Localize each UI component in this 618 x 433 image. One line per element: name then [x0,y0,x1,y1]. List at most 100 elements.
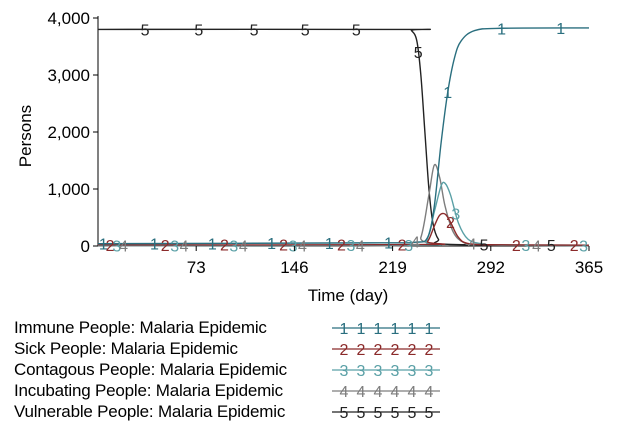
series-marker-3: 3 [521,238,530,255]
legend-label: Vulnerable People: Malaria Epidemic [14,402,286,421]
legend-sample-marker: 2 [357,342,366,359]
series-marker-2: 2 [512,238,521,255]
series-marker-4: 4 [239,239,248,256]
series-marker-1: 1 [99,237,108,254]
y-axis-label: Persons [16,105,35,167]
series-marker-5: 5 [352,22,361,39]
legend-sample-marker: 4 [425,384,434,401]
series-marker-2: 2 [398,238,407,255]
x-tick-label: 219 [378,258,406,277]
legend-label: Incubating People: Malaria Epidemic [14,381,283,400]
series-lines [97,27,590,247]
series-marker-4: 4 [356,238,365,255]
legend-sample-marker: 3 [340,363,349,380]
series-marker-1: 1 [443,85,452,102]
series-marker-2: 2 [220,238,229,255]
legend-sample-marker: 3 [374,363,383,380]
series-marker-5: 5 [141,22,150,39]
series-line-2 [97,212,590,246]
series-marker-3: 3 [579,238,588,255]
legend-sample-marker: 1 [425,321,434,338]
line-chart: 1 1 1 1 1 111 12 2 2 2 2 222 23 3 3 3 3 333 34 4 4 4 4 4 4 45 5 5 5 5… [16,9,603,305]
series-marker-1: 1 [556,21,565,38]
series-marker-5: 5 [480,238,489,255]
series-marker-5: 5 [414,45,423,62]
legend-sample-marker: 3 [408,363,417,380]
series-marker-2: 2 [570,238,579,255]
series-marker-5: 5 [250,22,259,39]
legend-sample-marker: 3 [391,363,400,380]
series-line-4 [97,163,590,247]
series-marker-2: 2 [446,215,455,232]
series-marker-2: 2 [161,238,170,255]
legend-sample-marker: 3 [357,363,366,380]
series-marker-1: 1 [150,237,159,254]
x-tick-label: 146 [280,258,308,277]
series-marker-1: 1 [325,236,334,253]
legend-sample-marker: 1 [357,321,366,338]
legend-sample-marker: 5 [391,405,400,422]
legend-sample-marker: 5 [425,405,434,422]
legend-sample-marker: 2 [408,342,417,359]
x-tick-label: 292 [477,258,505,277]
legend-label: Immune People: Malaria Epidemic [14,318,267,337]
series-marker-3: 3 [229,238,238,255]
series-marker-4: 4 [532,238,541,255]
legend-sample-marker: 5 [374,405,383,422]
series-line-3 [97,181,590,247]
legend-sample-marker: 2 [340,342,349,359]
series-marker-3: 3 [112,238,121,255]
series-marker-5: 5 [194,22,203,39]
legend-sample-marker: 1 [374,321,383,338]
series-marker-3: 3 [289,238,298,255]
legend-sample-marker: 1 [408,321,417,338]
series-line-1 [97,27,590,245]
series-marker-3: 3 [404,238,413,255]
x-tick-label: 73 [187,258,206,277]
legend-sample-marker: 4 [408,384,417,401]
legend-sample-marker: 1 [391,321,400,338]
series-markers: 1 1 1 1 1 111 12 2 2 2 2 222 23 3 3 3 3 333 34 4 4 4 4 4 4 45 5 5 5 5… [99,21,588,256]
x-axis-label: Time (day) [308,286,389,305]
x-tick-label: 365 [575,258,603,277]
legend-sample-marker: 4 [357,384,366,401]
series-marker-2: 2 [279,238,288,255]
series-marker-1: 1 [384,236,393,253]
series-marker-4: 4 [411,234,420,251]
series-marker-3: 3 [170,238,179,255]
y-tick-label: 0 [81,237,90,256]
series-marker-4: 4 [468,237,477,254]
legend-label: Sick People: Malaria Epidemic [14,339,238,358]
series-marker-5: 5 [547,238,556,255]
y-tick-label: 2,000 [47,123,90,142]
legend-sample-marker: 4 [374,384,383,401]
series-marker-4: 4 [119,239,128,256]
y-tick-label: 3,000 [47,66,90,85]
series-marker-3: 3 [346,238,355,255]
y-tick-label: 1,000 [47,180,90,199]
legend-sample-marker: 2 [391,342,400,359]
series-line-5 [97,28,590,246]
legend-sample-marker: 4 [391,384,400,401]
legend-sample-marker: 3 [425,363,434,380]
series-marker-1: 1 [208,236,217,253]
legend-sample-marker: 5 [357,405,366,422]
legend-sample-marker: 2 [374,342,383,359]
series-marker-1: 1 [267,236,276,253]
legend-label: Contagous People: Malaria Epidemic [14,360,287,379]
series-marker-2: 2 [337,238,346,255]
legend-sample-marker: 5 [340,405,349,422]
series-marker-1: 1 [497,21,506,38]
axis-ticks: 0 1,000 2,000 3,000 4,000 73 146 219 292 365 [47,9,603,277]
series-marker-5: 5 [301,22,310,39]
legend-sample-marker: 5 [408,405,417,422]
legend-sample-marker: 2 [425,342,434,359]
